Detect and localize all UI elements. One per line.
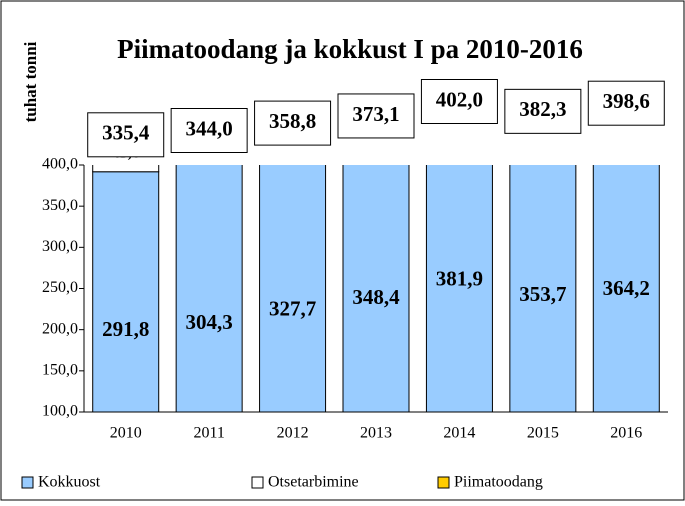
label-box — [337, 93, 415, 139]
label-box — [504, 88, 582, 134]
data-label: 335,4 — [102, 121, 150, 145]
bar-segment — [175, 165, 243, 412]
bar-segment — [509, 165, 577, 412]
label-box — [170, 108, 248, 153]
bar-segment — [92, 165, 160, 173]
data-label: 364,2 — [603, 276, 650, 300]
bar-segment — [259, 165, 327, 412]
y-tick-label: 250,0 — [42, 279, 78, 296]
legend-label: Kokkuost — [38, 474, 101, 491]
chart-title: Piimatoodang ja kokkust I pa 2010-2016 — [117, 34, 583, 64]
data-label: 381,9 — [436, 266, 483, 290]
label-box — [87, 112, 165, 158]
legend-label: Piimatoodang — [454, 474, 543, 491]
label-box — [587, 80, 665, 126]
data-label: 327,7 — [269, 297, 316, 321]
x-tick-label: 2012 — [277, 425, 309, 442]
data-label: 382,3 — [519, 97, 566, 121]
x-tick-label: 2011 — [193, 425, 224, 442]
x-tick-label: 2016 — [610, 425, 642, 442]
bar-segment — [92, 171, 160, 412]
bar-segment — [592, 165, 660, 412]
y-tick-label: 200,0 — [42, 320, 78, 337]
bar-segment — [425, 165, 493, 412]
x-tick-label: 2010 — [110, 425, 142, 442]
data-label: 344,0 — [186, 116, 233, 140]
y-tick-label: 300,0 — [42, 238, 78, 255]
data-label: 373,1 — [352, 102, 399, 126]
x-tick-label: 2014 — [443, 425, 475, 442]
label-box — [420, 79, 498, 124]
y-axis-label: tuhat tonni — [21, 41, 40, 122]
legend-label: Otsetarbimine — [268, 474, 359, 491]
y-tick-label: 150,0 — [42, 362, 78, 379]
data-label: 348,4 — [352, 285, 400, 309]
data-label: 304,3 — [186, 310, 233, 334]
legend-swatch — [21, 476, 34, 489]
data-label: 398,6 — [603, 89, 650, 113]
label-box — [254, 100, 332, 146]
legend-swatch — [437, 476, 450, 489]
x-tick-label: 2013 — [360, 425, 392, 442]
data-label: 291,8 — [102, 317, 149, 341]
y-tick-label: 400,0 — [42, 156, 78, 173]
y-tick-label: 100,0 — [42, 403, 78, 420]
legend-swatch — [251, 476, 264, 489]
data-label: 402,0 — [436, 87, 483, 111]
bar-segment — [342, 165, 410, 412]
plot — [92, 165, 660, 412]
data-label: 353,7 — [519, 282, 566, 306]
data-label: 358,8 — [269, 109, 316, 133]
y-tick-label: 350,0 — [42, 197, 78, 214]
x-tick-label: 2015 — [527, 425, 559, 442]
